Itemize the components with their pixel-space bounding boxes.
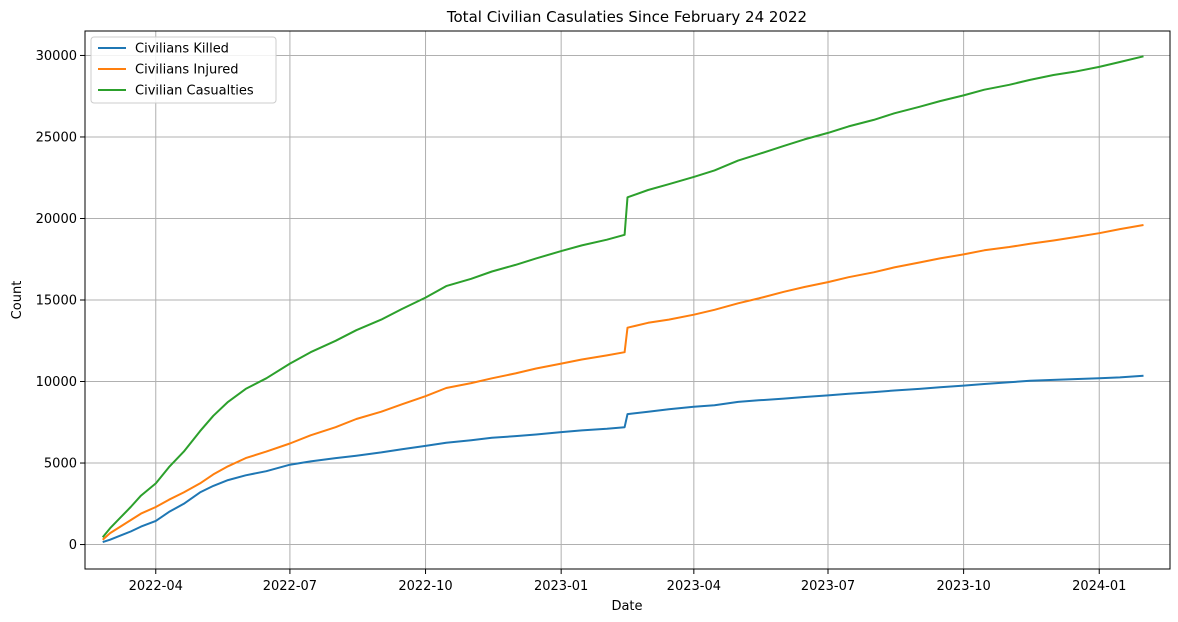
x-tick-label: 2022-10 [398, 579, 452, 594]
x-axis-label: Date [611, 599, 642, 614]
y-tick-label: 20000 [36, 212, 77, 227]
legend-label: Civilians Killed [135, 42, 229, 57]
legend: Civilians Killed Civilians Injured Civilia… [90, 36, 277, 104]
legend-label: Civilians Injured [135, 63, 239, 78]
y-tick-label: 15000 [36, 294, 77, 309]
chart-title: Total Civilian Casulaties Since February… [446, 8, 807, 26]
x-axis: 2022-04 2022-07 2022-10 2023-01 2023-04 2023-… [129, 569, 1126, 594]
x-tick-label: 2023-01 [534, 579, 588, 594]
y-tick-label: 0 [69, 538, 77, 553]
grid [85, 31, 1170, 569]
y-axis-label: Count [10, 281, 25, 320]
y-tick-label: 5000 [44, 457, 77, 472]
series-line-civilian-casualties [101, 55, 1144, 538]
y-tick-label: 10000 [36, 375, 77, 390]
x-tick-label: 2022-07 [263, 579, 317, 594]
x-tick-label: 2023-07 [801, 579, 855, 594]
series-lines [101, 55, 1144, 544]
y-axis: 0 5000 10000 15000 20000 25000 30000 [36, 49, 85, 553]
legend-label: Civilian Casualties [135, 84, 254, 99]
y-tick-label: 30000 [36, 49, 77, 64]
x-tick-label: 2023-04 [667, 579, 721, 594]
series-line-civilians-injured [102, 224, 1144, 541]
x-tick-label: 2022-04 [129, 579, 183, 594]
legend-box [90, 36, 277, 104]
x-tick-label: 2024-01 [1072, 579, 1126, 594]
x-tick-label: 2023-10 [936, 579, 990, 594]
y-tick-label: 25000 [36, 130, 77, 145]
series-line-civilians-killed [102, 374, 1144, 544]
